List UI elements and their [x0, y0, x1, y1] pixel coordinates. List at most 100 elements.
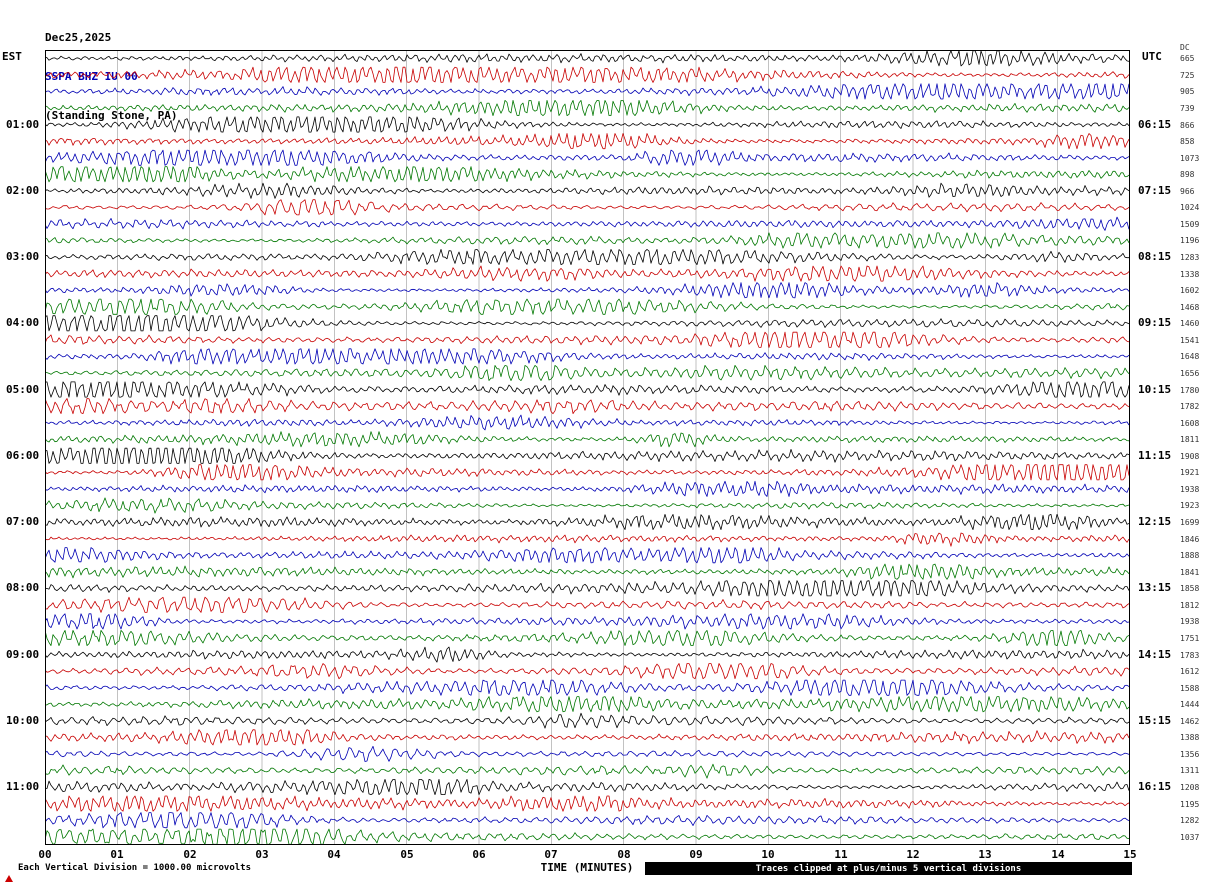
dc-value: 1462 [1180, 717, 1200, 726]
seismic-trace [45, 828, 1130, 845]
x-tick-label: 10 [761, 848, 775, 861]
seismic-trace [45, 166, 1130, 183]
x-tick-label: 07 [544, 848, 558, 861]
dc-value: 1858 [1180, 584, 1200, 593]
seismic-trace [45, 696, 1130, 713]
seismic-trace [45, 365, 1130, 381]
x-tick-label: 05 [400, 848, 414, 861]
footer-scale-note: Each Vertical Division = 1000.00 microvo… [18, 863, 251, 873]
est-hour-label: 11:00 [6, 780, 40, 793]
dc-value: 1782 [1180, 402, 1200, 411]
dc-value: 725 [1180, 71, 1195, 80]
seismic-trace [45, 116, 1130, 133]
seismic-trace [45, 83, 1130, 100]
utc-hour-label: 12:15 [1138, 515, 1172, 528]
dc-value: 1811 [1180, 435, 1200, 444]
seismic-trace [45, 182, 1130, 199]
seismic-trace [45, 712, 1130, 729]
utc-hour-label: 07:15 [1138, 184, 1172, 197]
x-tick-label: 13 [978, 848, 992, 861]
x-tick-label: 01 [110, 848, 124, 861]
seismic-trace [45, 613, 1130, 630]
dc-value: 1812 [1180, 601, 1200, 610]
seismic-trace [45, 331, 1130, 348]
seismic-trace [45, 779, 1130, 795]
seismic-trace [45, 199, 1130, 216]
seismic-trace [45, 464, 1130, 481]
dc-value: 1460 [1180, 319, 1200, 328]
x-tick-label: 00 [38, 848, 52, 861]
x-tick-label: 09 [689, 848, 703, 861]
dc-column-label: DC [1180, 43, 1190, 52]
utc-hour-label: 06:15 [1138, 118, 1172, 131]
x-tick-label: 15 [1123, 848, 1137, 861]
utc-hour-label: 08:15 [1138, 250, 1172, 263]
dc-value: 1699 [1180, 518, 1200, 527]
est-hour-label: 09:00 [6, 648, 40, 661]
est-hour-label: 03:00 [6, 250, 40, 263]
seismic-trace [45, 580, 1130, 597]
dc-value: 1338 [1180, 270, 1200, 279]
seismic-trace [45, 630, 1130, 646]
dc-value: 1037 [1180, 833, 1200, 842]
dc-value: 1073 [1180, 154, 1200, 163]
dc-value: 1751 [1180, 634, 1200, 643]
dc-value: 1541 [1180, 336, 1200, 345]
dc-value: 1783 [1180, 651, 1200, 660]
dc-value: 1509 [1180, 220, 1200, 229]
seismic-trace [45, 414, 1130, 431]
seismic-trace [45, 563, 1130, 580]
dc-value: 1195 [1180, 800, 1200, 809]
dc-value: 1356 [1180, 750, 1200, 759]
x-tick-label: 04 [327, 848, 341, 861]
dc-value: 1283 [1180, 253, 1200, 262]
seismic-trace [45, 497, 1130, 514]
x-tick-label: 14 [1051, 848, 1065, 861]
utc-hour-label: 14:15 [1138, 648, 1172, 661]
seismic-trace [45, 745, 1130, 762]
seismic-trace [45, 431, 1130, 448]
dc-value: 905 [1180, 87, 1195, 96]
x-tick-label: 03 [255, 848, 269, 861]
seismic-trace [45, 66, 1130, 83]
dc-value: 1888 [1180, 551, 1200, 560]
dc-value: 1468 [1180, 303, 1200, 312]
est-hour-label: 05:00 [6, 383, 40, 396]
seismic-trace [45, 532, 1130, 547]
seismic-trace [45, 50, 1130, 67]
seismic-trace [45, 547, 1130, 564]
seismic-trace [45, 795, 1130, 812]
seismic-trace [45, 729, 1130, 746]
dc-value: 1938 [1180, 485, 1200, 494]
utc-hour-label: 09:15 [1138, 316, 1172, 329]
seismogram-plot [45, 50, 1130, 845]
seismic-trace [45, 133, 1130, 150]
dc-value: 1588 [1180, 684, 1200, 693]
dc-value: 1780 [1180, 386, 1200, 395]
dc-value: 858 [1180, 137, 1195, 146]
seismic-trace [45, 265, 1130, 282]
x-tick-label: 11 [834, 848, 848, 861]
dc-value: 1608 [1180, 419, 1200, 428]
dc-value: 1196 [1180, 236, 1200, 245]
seismic-trace [45, 646, 1130, 663]
utc-hour-label: 13:15 [1138, 581, 1172, 594]
footer-clip-bar: Traces clipped at plus/minus 5 vertical … [645, 862, 1132, 875]
seismic-trace [45, 100, 1130, 116]
seismic-trace [45, 480, 1130, 497]
dc-value: 1282 [1180, 816, 1200, 825]
seismic-trace [45, 381, 1130, 398]
dc-value: 1612 [1180, 667, 1200, 676]
seismic-trace [45, 679, 1130, 696]
dc-value: 1444 [1180, 700, 1200, 709]
dc-value: 966 [1180, 187, 1195, 196]
utc-hour-label: 16:15 [1138, 780, 1172, 793]
x-tick-label: 06 [472, 848, 486, 861]
seismic-trace [45, 249, 1129, 265]
est-axis-label: EST [2, 50, 22, 63]
seismic-trace [45, 447, 1130, 464]
est-hour-label: 08:00 [6, 581, 40, 594]
seismic-trace [45, 149, 1130, 166]
dc-value: 1602 [1180, 286, 1200, 295]
dc-value: 1024 [1180, 203, 1200, 212]
